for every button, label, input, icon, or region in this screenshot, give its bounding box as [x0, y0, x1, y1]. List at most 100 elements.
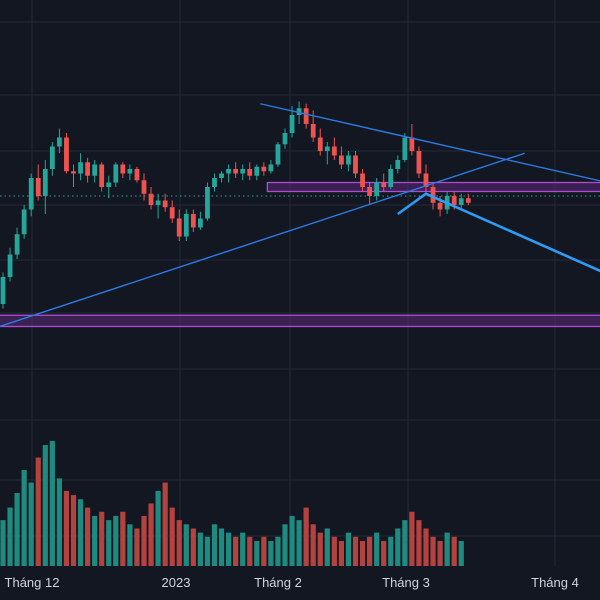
- volume-bar-19: [134, 528, 140, 566]
- candle-body-50: [353, 155, 358, 174]
- candle-body-32: [226, 169, 231, 174]
- volume-bar-60: [423, 528, 429, 566]
- volume-bar-13: [92, 515, 98, 566]
- candle-body-2: [14, 234, 20, 255]
- candle-body-12: [85, 162, 90, 176]
- volume-bar-39: [275, 536, 281, 566]
- volume-bar-20: [141, 515, 147, 566]
- trendline-falling: [260, 103, 600, 182]
- volume-bar-65: [458, 540, 464, 566]
- volume-bar-56: [395, 528, 401, 566]
- volume-bar-7: [49, 440, 55, 566]
- candle-body-59: [416, 151, 422, 174]
- volume-bar-27: [190, 528, 196, 566]
- volume-bar-3: [21, 470, 27, 566]
- volume-bar-50: [352, 536, 359, 566]
- candle-body-61: [430, 187, 436, 203]
- volume-bar-5: [35, 457, 41, 566]
- zone-support: [0, 314, 600, 328]
- candle-body-33: [233, 169, 239, 174]
- volume-bar-55: [388, 536, 394, 566]
- volume-bar-28: [197, 532, 203, 566]
- candle-body-37: [261, 166, 267, 172]
- volume-bar-1: [7, 507, 13, 566]
- volume-bar-52: [367, 536, 373, 566]
- volume-bar-6: [42, 445, 48, 566]
- candle-body-25: [176, 218, 182, 237]
- candle-body-19: [134, 169, 140, 181]
- candle-body-3: [21, 209, 27, 235]
- candle-body-31: [219, 173, 224, 178]
- x-tick-label-2: Tháng 2: [254, 575, 302, 590]
- candle-body-56: [395, 160, 401, 169]
- volume-bar-15: [106, 520, 112, 566]
- candle-body-57: [402, 137, 408, 160]
- candle-body-53: [374, 182, 380, 196]
- candle-body-48: [339, 155, 344, 165]
- volume-bar-42: [296, 520, 302, 566]
- volume-bar-4: [28, 482, 34, 566]
- volume-bar-61: [430, 536, 436, 566]
- candle-body-8: [57, 137, 62, 147]
- trendline-rising: [0, 152, 525, 328]
- volume-bar-45: [317, 532, 323, 566]
- candle-body-40: [282, 133, 288, 145]
- volume-bar-46: [324, 528, 330, 566]
- x-tick-label-4: Tháng 4: [531, 575, 579, 590]
- volume-bar-26: [183, 524, 189, 566]
- candle-body-38: [268, 164, 274, 172]
- candle-body-14: [99, 164, 105, 187]
- candle-body-29: [205, 187, 210, 219]
- candle-body-11: [78, 162, 83, 174]
- candle-body-58: [409, 137, 415, 151]
- volume-bar-17: [120, 511, 126, 566]
- candle-body-26: [183, 214, 189, 237]
- candle-body-7: [49, 146, 55, 169]
- projection-path: [397, 192, 600, 273]
- volume-bar-59: [416, 520, 422, 566]
- volume-bar-48: [338, 540, 344, 566]
- candle-body-17: [120, 164, 126, 174]
- volume-bar-37: [261, 536, 267, 566]
- volume-bar-25: [176, 520, 182, 566]
- candle-body-4: [28, 178, 34, 210]
- volume-bar-21: [148, 503, 154, 566]
- volume-bar-51: [359, 540, 366, 566]
- x-tick-label-3: Tháng 3: [382, 575, 430, 590]
- candle-body-47: [331, 146, 337, 156]
- volume-bar-62: [437, 540, 443, 566]
- x-tick-label-0: Tháng 12: [5, 575, 60, 590]
- candle-body-54: [381, 182, 387, 187]
- volume-bar-33: [233, 536, 239, 566]
- candle-body-27: [190, 214, 196, 228]
- volume-bar-43: [303, 507, 309, 566]
- candle-body-28: [198, 218, 203, 228]
- candle-body-34: [240, 169, 246, 174]
- volume-bar-2: [14, 493, 20, 566]
- volume-bar-12: [85, 507, 91, 566]
- volume-bar-34: [240, 532, 246, 566]
- candle-body-52: [367, 187, 372, 196]
- volume-bar-53: [374, 532, 380, 566]
- candle-body-44: [310, 124, 316, 138]
- volume-bar-49: [345, 532, 352, 566]
- candle-body-30: [212, 178, 217, 187]
- candle-body-55: [388, 169, 394, 187]
- volume-bar-11: [77, 499, 84, 566]
- volume-bar-22: [155, 490, 161, 566]
- volume-bar-32: [226, 532, 232, 566]
- volume-bar-57: [402, 520, 408, 566]
- candle-body-5: [35, 178, 41, 196]
- candle-body-20: [141, 180, 147, 194]
- candle-body-46: [324, 146, 330, 151]
- candle-body-66: [465, 198, 471, 203]
- volume-bar-36: [254, 540, 260, 566]
- candle-body-35: [247, 169, 253, 176]
- volume-bar-0: [0, 520, 6, 566]
- volume-bar-29: [204, 536, 211, 566]
- candle-body-64: [451, 196, 457, 205]
- x-tick-label-1: 2023: [162, 575, 191, 590]
- candle-body-16: [113, 164, 119, 183]
